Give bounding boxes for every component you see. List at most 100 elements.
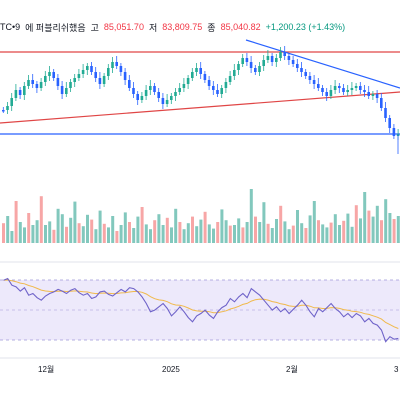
volume-bar <box>270 228 274 243</box>
candle-body <box>203 74 207 80</box>
volume-bar <box>279 205 283 243</box>
volume-bar <box>308 215 312 243</box>
volume-bar <box>77 223 81 243</box>
volume-bar <box>48 221 52 243</box>
candle-body <box>186 78 190 84</box>
volume-bar <box>23 227 26 243</box>
candle-body <box>170 96 173 100</box>
candle-body <box>136 94 139 100</box>
volume-bar <box>283 221 287 243</box>
candle-body <box>275 58 278 62</box>
volume-bar <box>216 222 220 243</box>
volume-bar <box>396 216 400 243</box>
volume-pane <box>2 189 400 243</box>
candle-body <box>132 88 135 94</box>
candle-body <box>107 68 110 76</box>
high-label: 고 <box>90 22 99 33</box>
volume-bar <box>18 222 22 243</box>
volume-bar <box>182 229 186 243</box>
rsi-pane[interactable] <box>0 261 400 359</box>
volume-bar <box>60 214 64 243</box>
volume-bar <box>258 222 262 243</box>
volume-bar <box>107 227 110 243</box>
volume-bar <box>52 229 56 243</box>
volume-bar <box>388 213 392 243</box>
volume-bar <box>161 225 165 243</box>
candle-body <box>333 86 337 90</box>
candle-body <box>86 66 89 70</box>
volume-bar <box>86 214 89 243</box>
candle-body <box>94 72 97 78</box>
volume-bar <box>380 220 383 243</box>
candle-body <box>363 90 366 92</box>
volume-bar <box>128 222 131 243</box>
candle-body <box>174 92 177 96</box>
volume-bar <box>111 216 115 243</box>
candle-body <box>31 80 34 84</box>
symbol-suffix: TC•9 <box>0 22 21 32</box>
volume-bar <box>346 213 350 243</box>
candle-body <box>48 72 51 76</box>
volume-bar <box>203 211 207 243</box>
candle-body <box>233 70 236 76</box>
price-pane[interactable] <box>0 39 400 154</box>
volume-bar <box>165 217 169 243</box>
volume-bar <box>170 227 173 243</box>
candle-body <box>317 84 320 88</box>
candle-body <box>375 94 379 98</box>
candle-body <box>27 80 30 86</box>
candle-body <box>14 90 18 98</box>
candle-body <box>182 84 186 88</box>
volume-bar <box>220 209 224 243</box>
candle-body <box>325 92 328 96</box>
candle-body <box>371 94 375 96</box>
candle-body <box>119 66 123 72</box>
candle-body <box>128 80 131 88</box>
candle-body <box>342 88 345 92</box>
volume-bar <box>90 219 94 243</box>
volume-bar <box>333 214 337 243</box>
candle-body <box>98 78 102 84</box>
candle-body <box>237 64 240 70</box>
volume-bar <box>237 218 241 243</box>
candle-body <box>60 86 64 94</box>
low-value: 83,809.75 <box>162 22 203 32</box>
volume-bar <box>329 222 333 243</box>
candle-body <box>10 98 13 106</box>
candle-body <box>52 72 55 78</box>
volume-bar <box>115 231 119 243</box>
candle-body <box>279 52 282 58</box>
candle-body <box>296 64 299 68</box>
x-tick-label: 3 <box>394 365 399 374</box>
candle-body <box>165 100 169 104</box>
candle-body <box>338 86 341 88</box>
volume-bar <box>245 222 249 243</box>
candle-body <box>367 92 370 96</box>
x-tick-label: 12월 <box>38 364 54 374</box>
candle-body <box>241 58 244 64</box>
candle-body <box>69 82 72 88</box>
candle-body <box>304 72 307 76</box>
candle-body <box>65 88 68 94</box>
volume-bar <box>123 212 127 243</box>
volume-bar <box>291 225 295 243</box>
volume-bar <box>56 208 60 243</box>
candle-body <box>153 86 156 92</box>
candle-body <box>191 72 194 78</box>
candle-body <box>291 60 295 64</box>
candle-body <box>212 86 215 90</box>
volume-bar <box>287 229 291 243</box>
volume-bar <box>191 216 194 243</box>
candle-body <box>144 90 148 96</box>
volume-bar <box>2 223 5 243</box>
volume-bar <box>44 225 47 243</box>
candle-body <box>140 96 144 100</box>
candle-body <box>123 72 127 80</box>
candle-body <box>23 86 26 95</box>
rising-support-line <box>0 91 400 124</box>
candle-body <box>224 82 228 88</box>
candle-body <box>254 68 257 72</box>
candle-body <box>329 90 333 96</box>
high-value: 85,051.70 <box>103 22 144 32</box>
